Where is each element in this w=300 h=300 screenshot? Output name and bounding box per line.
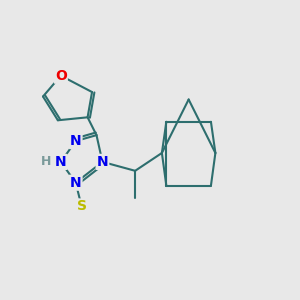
Text: N: N xyxy=(97,155,108,169)
Text: N: N xyxy=(55,155,67,169)
Text: H: H xyxy=(41,155,51,168)
Text: N: N xyxy=(70,134,82,148)
Text: S: S xyxy=(76,200,87,214)
Text: O: O xyxy=(55,69,67,83)
Text: N: N xyxy=(70,176,82,190)
